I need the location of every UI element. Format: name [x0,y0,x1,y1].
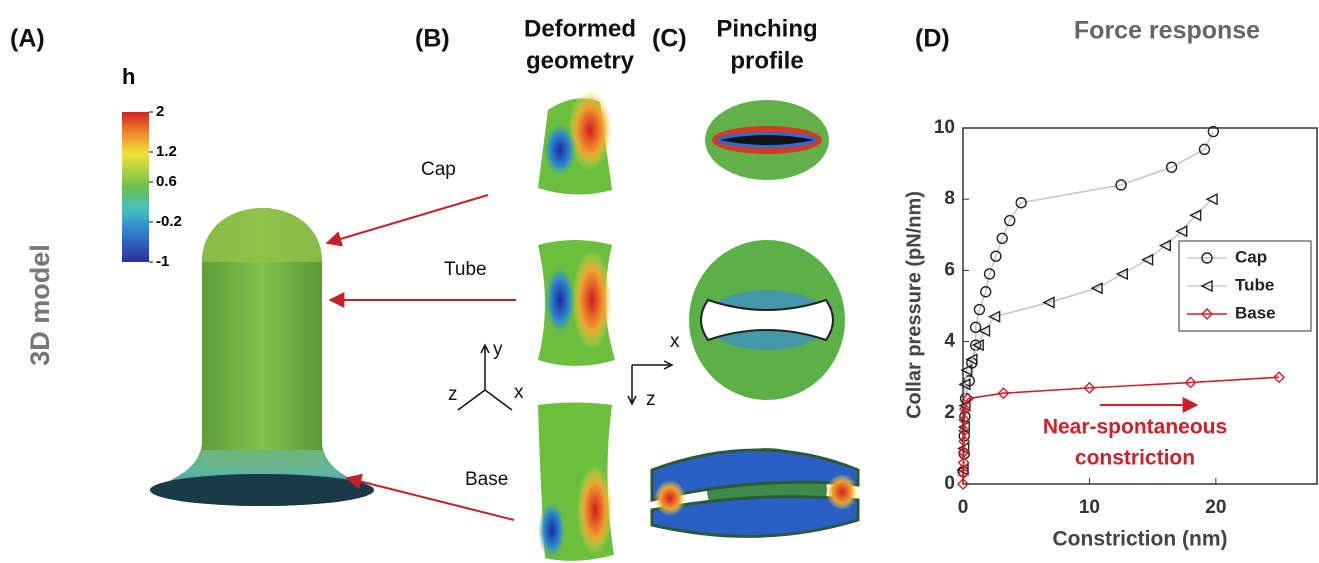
plot-frame [962,127,1318,485]
marker [1004,214,1016,227]
colorbar-tick-label: -0.2 [156,213,182,230]
marker [1207,125,1220,138]
marker [957,445,970,458]
x-tick-label: 10 [1079,497,1100,518]
y-tick-label: 4 [944,331,955,352]
marker [1175,225,1188,238]
marker [957,478,969,490]
marker [1198,143,1211,156]
marker [958,403,971,416]
marker [1015,197,1027,209]
panel-label: (A) [10,25,45,53]
colorbar-tick-label: -1 [156,253,169,270]
colorbar [122,112,149,262]
panel-title: Deformed [524,15,636,42]
axis-letter: x [514,382,524,403]
panel-title: geometry [526,47,635,74]
y-tick-label: 10 [934,117,955,138]
marker [1205,193,1218,206]
annotation: Near-spontaneous [1043,416,1227,439]
marker [965,353,978,366]
y-tick-label: 0 [944,473,955,494]
region-label: Base [465,469,508,490]
region-label: Tube [444,259,487,280]
marker [957,467,970,480]
annotation: constriction [1075,447,1195,470]
y-tick-label: 2 [944,402,955,423]
panel-title: profile [730,47,803,74]
x-axis-label: Constriction (nm) [1053,528,1228,551]
marker [988,310,1001,323]
axis-letter: z [448,384,458,405]
marker [1090,282,1103,295]
marker [983,268,996,280]
pinching-profile [650,100,860,538]
marker [958,435,971,448]
colorbar-tick-label: 0.6 [156,173,177,190]
marker [990,250,1002,262]
marker [1184,376,1197,389]
colorbar-tick-label: 1.2 [156,143,177,160]
axis-icon [457,343,674,411]
marker [973,303,986,316]
marker [1141,253,1154,266]
marker [997,387,1010,400]
axis-letter: x [670,331,680,352]
marker [969,321,982,334]
model [150,208,374,506]
x-tick-label: 20 [1205,497,1226,518]
marker [1201,252,1213,264]
panel-title: Pinching [716,15,817,42]
y-axis-label: Collar pressure (pN/nm) [903,191,925,419]
marker [960,363,973,377]
marker [1200,279,1213,293]
panel-label: (C) [652,25,687,53]
marker [1083,381,1096,394]
marker [1165,161,1178,173]
legend-label: Tube [1235,275,1274,294]
y-tick-label: 6 [944,259,955,280]
marker [958,378,971,391]
panel-label: (B) [415,25,450,53]
marker [958,424,971,437]
region-label: Cap [421,159,456,180]
marker [1273,371,1286,384]
colorbar-tick-label: 2 [156,103,164,120]
chart-title: Force response [1074,17,1260,45]
legend-label: Cap [1235,247,1267,266]
marker [1115,179,1127,191]
marker [1189,209,1202,222]
marker [958,413,971,426]
series-line [962,376,1280,485]
marker [971,339,984,352]
axis-letter: z [646,389,656,410]
marker [996,232,1008,245]
y-tick-label: 8 [944,188,955,209]
x-tick-label: 0 [958,497,969,518]
panel-label: (D) [915,25,950,53]
colorbar-label: h [122,64,135,89]
marker [1158,239,1171,252]
arrow [325,194,489,247]
marker [962,392,975,405]
marker [977,324,991,338]
panel-title: 3D model [25,244,55,366]
marker [980,286,992,298]
marker [1115,267,1129,281]
marker [1042,296,1055,309]
deformed-geometry [538,90,615,561]
marker [957,456,970,469]
axis-letter: y [493,339,503,360]
arrow [345,473,515,521]
legend-label: Base [1235,303,1276,322]
marker [1201,308,1213,320]
